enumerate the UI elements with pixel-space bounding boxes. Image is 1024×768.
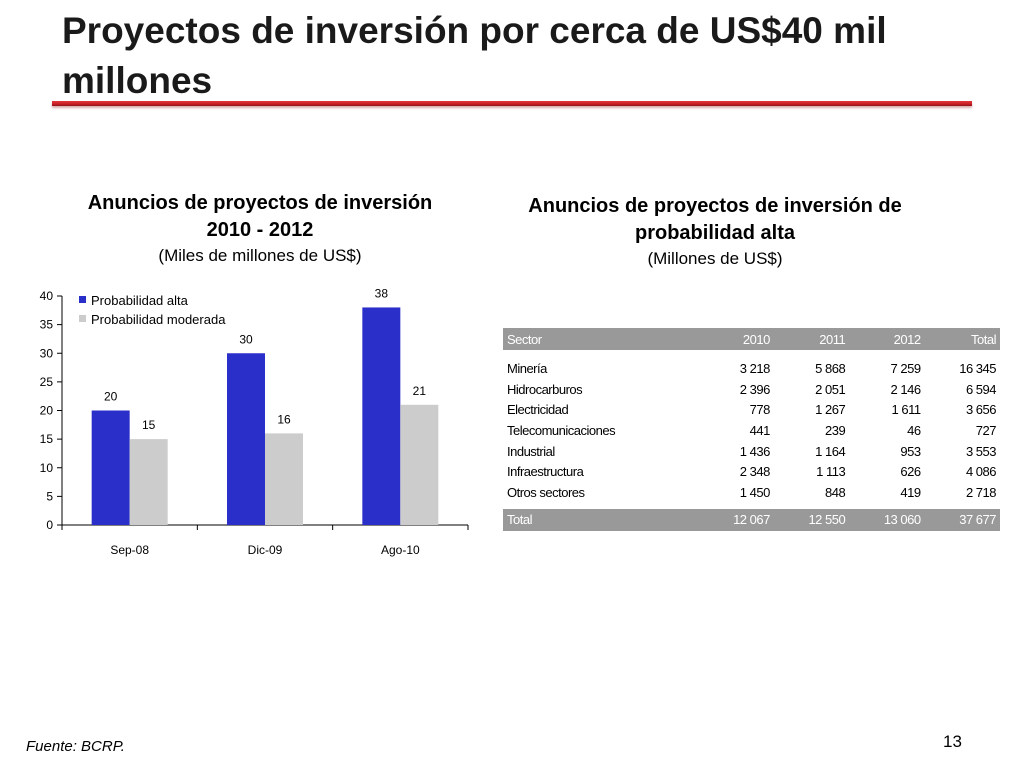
total-value-cell: 12 550 [773,508,850,531]
sector-cell: Industrial [507,443,555,459]
value-cell: 1 436 [739,443,771,459]
value-cell: 1 450 [739,484,771,500]
table-header-cell: 2010 [698,328,774,350]
total-value-cell: 37 677 [924,508,1000,531]
title-divider [52,101,972,106]
y-tick-label: 10 [40,461,54,475]
table-row: Otros sectores 1 450 848 419 2 718 [503,482,1000,503]
table-header-cell: Total [924,328,1000,350]
table-row: Industrial 1 436 1 164 953 3 553 [503,441,1000,462]
sector-cell: Telecomunicaciones [507,422,616,438]
x-tick-label: Ago-10 [381,543,420,557]
page-number: 13 [943,732,962,751]
slide-title: Proyectos de inversión por cerca de US$4… [62,10,887,101]
value-cell: 16 345 [959,360,996,376]
y-tick-label: 25 [40,375,54,389]
value-cell: 441 [749,422,771,438]
sector-cell: Otros sectores [507,484,585,500]
bar-moderada [265,433,303,525]
legend-label: Probabilidad moderada [91,312,226,327]
value-cell: 1 611 [891,402,922,418]
value-cell: 3 218 [739,360,771,376]
total-value-cell: 12 067 [698,508,774,531]
bar-alta [227,353,265,525]
value-cell: 2 396 [739,381,771,397]
value-cell: 953 [900,443,921,459]
investment-table: Sector 2010 2011 2012 Total Minería 3 218… [503,328,1000,531]
table-row: Electricidad 778 1 267 1 611 3 656 [503,399,1000,420]
bar-moderada [129,439,168,525]
value-cell: 239 [825,422,846,438]
value-cell: 1 164 [815,443,846,459]
sector-cell: Electricidad [507,402,569,418]
bar-value-label: 38 [375,286,389,300]
value-cell: 3 553 [965,443,997,459]
chart-title: Anuncios de proyectos de inversión 2010 … [87,192,433,241]
chart-heading: Anuncios de proyectos de inversión 2010 … [80,190,440,268]
total-label-cell: Total [503,508,699,531]
table-header-cell: 2012 [849,328,925,350]
bar-alta [91,410,130,525]
bar-value-label: 15 [142,418,156,432]
value-cell: 2 051 [815,381,846,397]
value-cell: 5 868 [815,360,846,376]
table-heading: Anuncios de proyectos de inversión de pr… [470,193,960,271]
bar-value-label: 21 [413,384,427,398]
bar-moderada [400,404,439,525]
bar-alta [362,307,401,525]
value-cell: 3 656 [965,402,997,418]
value-cell: 1 113 [816,464,846,480]
value-cell: 2 146 [890,381,922,397]
chart-subtitle: (Miles de millones de US$) [158,246,362,265]
bar-value-label: 20 [104,390,118,404]
value-cell: 46 [907,422,921,438]
table-header-row: Sector 2010 2011 2012 Total [503,328,1000,350]
value-cell: 6 594 [965,381,997,397]
value-cell: 2 348 [739,464,771,480]
value-cell: 419 [900,484,921,500]
table-total-row: Total 12 067 12 550 13 060 37 677 [503,508,1000,531]
y-tick-label: 20 [40,404,54,418]
table-subtitle: (Millones de US$) [647,249,783,268]
table-row: Minería 3 218 5 868 7 259 16 345 [503,358,1000,379]
bar-value-label: 30 [239,332,253,346]
legend-label: Probabilidad alta [91,293,189,308]
sector-cell: Hidrocarburos [507,381,583,397]
x-tick-label: Dic-09 [248,543,283,557]
table-row: Infraestructura 2 348 1 113 626 4 086 [503,461,1000,482]
total-value-cell: 13 060 [849,508,925,531]
value-cell: 7 259 [890,360,922,376]
y-tick-label: 5 [46,489,53,503]
sector-cell: Infraestructura [507,464,584,480]
table-header-cell: 2011 [773,328,850,350]
value-cell: 626 [900,464,921,480]
source-note: Fuente: BCRP. [26,738,125,755]
value-cell: 1 267 [815,402,846,418]
y-tick-label: 15 [40,432,54,446]
table-row: Hidrocarburos 2 396 2 051 2 146 6 594 [503,379,1000,400]
y-tick-label: 35 [40,318,54,332]
value-cell: 778 [749,402,771,418]
value-cell: 727 [975,422,997,438]
table-title: Anuncios de proyectos de inversión de pr… [528,195,902,244]
legend-swatch [79,296,86,303]
value-cell: 848 [825,484,846,500]
table-row: Telecomunicaciones 441 239 46 727 [503,420,1000,441]
y-tick-label: 40 [40,289,54,303]
y-tick-label: 30 [40,346,54,360]
legend-swatch [79,315,86,322]
table-header-cell: Sector [503,328,699,350]
y-tick-label: 0 [46,518,53,532]
bar-value-label: 16 [277,412,291,426]
value-cell: 4 086 [965,464,997,480]
value-cell: 2 718 [965,484,997,500]
x-tick-label: Sep-08 [110,543,149,557]
sector-cell: Minería [507,360,547,376]
